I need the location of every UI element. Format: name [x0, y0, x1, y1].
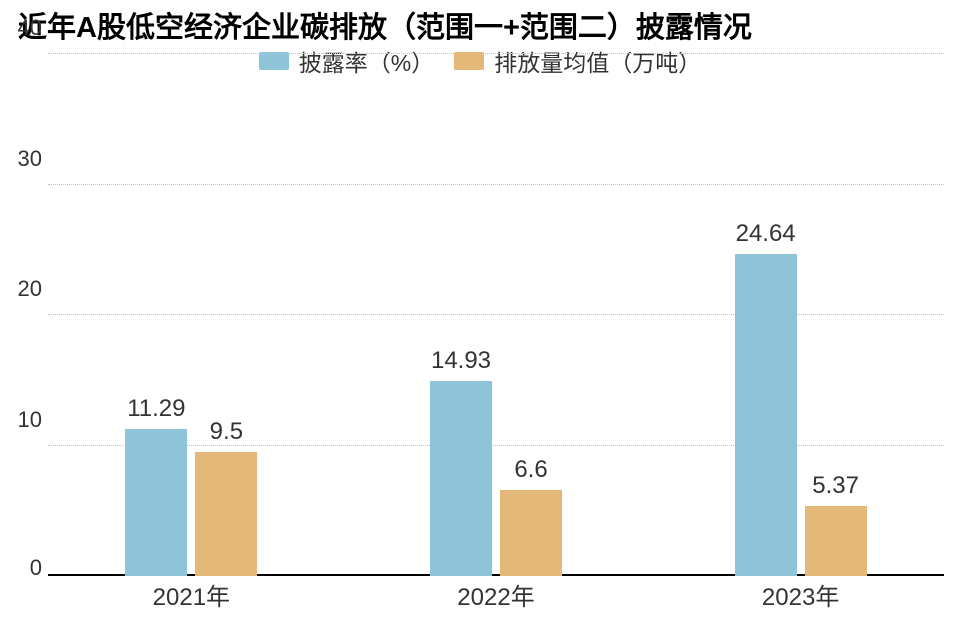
x-tick-label: 2021年	[153, 577, 230, 612]
plot-area: 01020304011.299.52021年14.936.62022年24.64…	[48, 54, 944, 576]
gridline	[48, 314, 944, 315]
gridline	[48, 53, 944, 54]
bar-emission_mean	[195, 452, 257, 576]
x-tick-label: 2023年	[762, 577, 839, 612]
bar-emission_mean	[805, 506, 867, 576]
bar-disclosure_rate	[125, 429, 187, 576]
chart-title: 近年A股低空经济企业碳排放（范围一+范围二）披露情况	[18, 4, 752, 46]
bar-value-label: 5.37	[812, 472, 859, 500]
bar-value-label: 24.64	[736, 220, 796, 248]
y-tick-label: 10	[6, 407, 42, 433]
bar-value-label: 14.93	[431, 347, 491, 375]
y-tick-label: 30	[6, 146, 42, 172]
x-tick-label: 2022年	[457, 577, 534, 612]
bar-value-label: 11.29	[127, 395, 185, 423]
y-tick-label: 40	[6, 15, 42, 41]
carbon-disclosure-chart: 近年A股低空经济企业碳排放（范围一+范围二）披露情况 披露率（%）排放量均值（万…	[0, 0, 960, 618]
bar-emission_mean	[500, 490, 562, 576]
y-tick-label: 20	[6, 276, 42, 302]
y-tick-label: 0	[6, 555, 42, 581]
bar-disclosure_rate	[735, 254, 797, 576]
bar-value-label: 9.5	[210, 418, 243, 446]
gridline	[48, 184, 944, 185]
bar-value-label: 6.6	[514, 456, 547, 484]
bar-disclosure_rate	[430, 381, 492, 576]
